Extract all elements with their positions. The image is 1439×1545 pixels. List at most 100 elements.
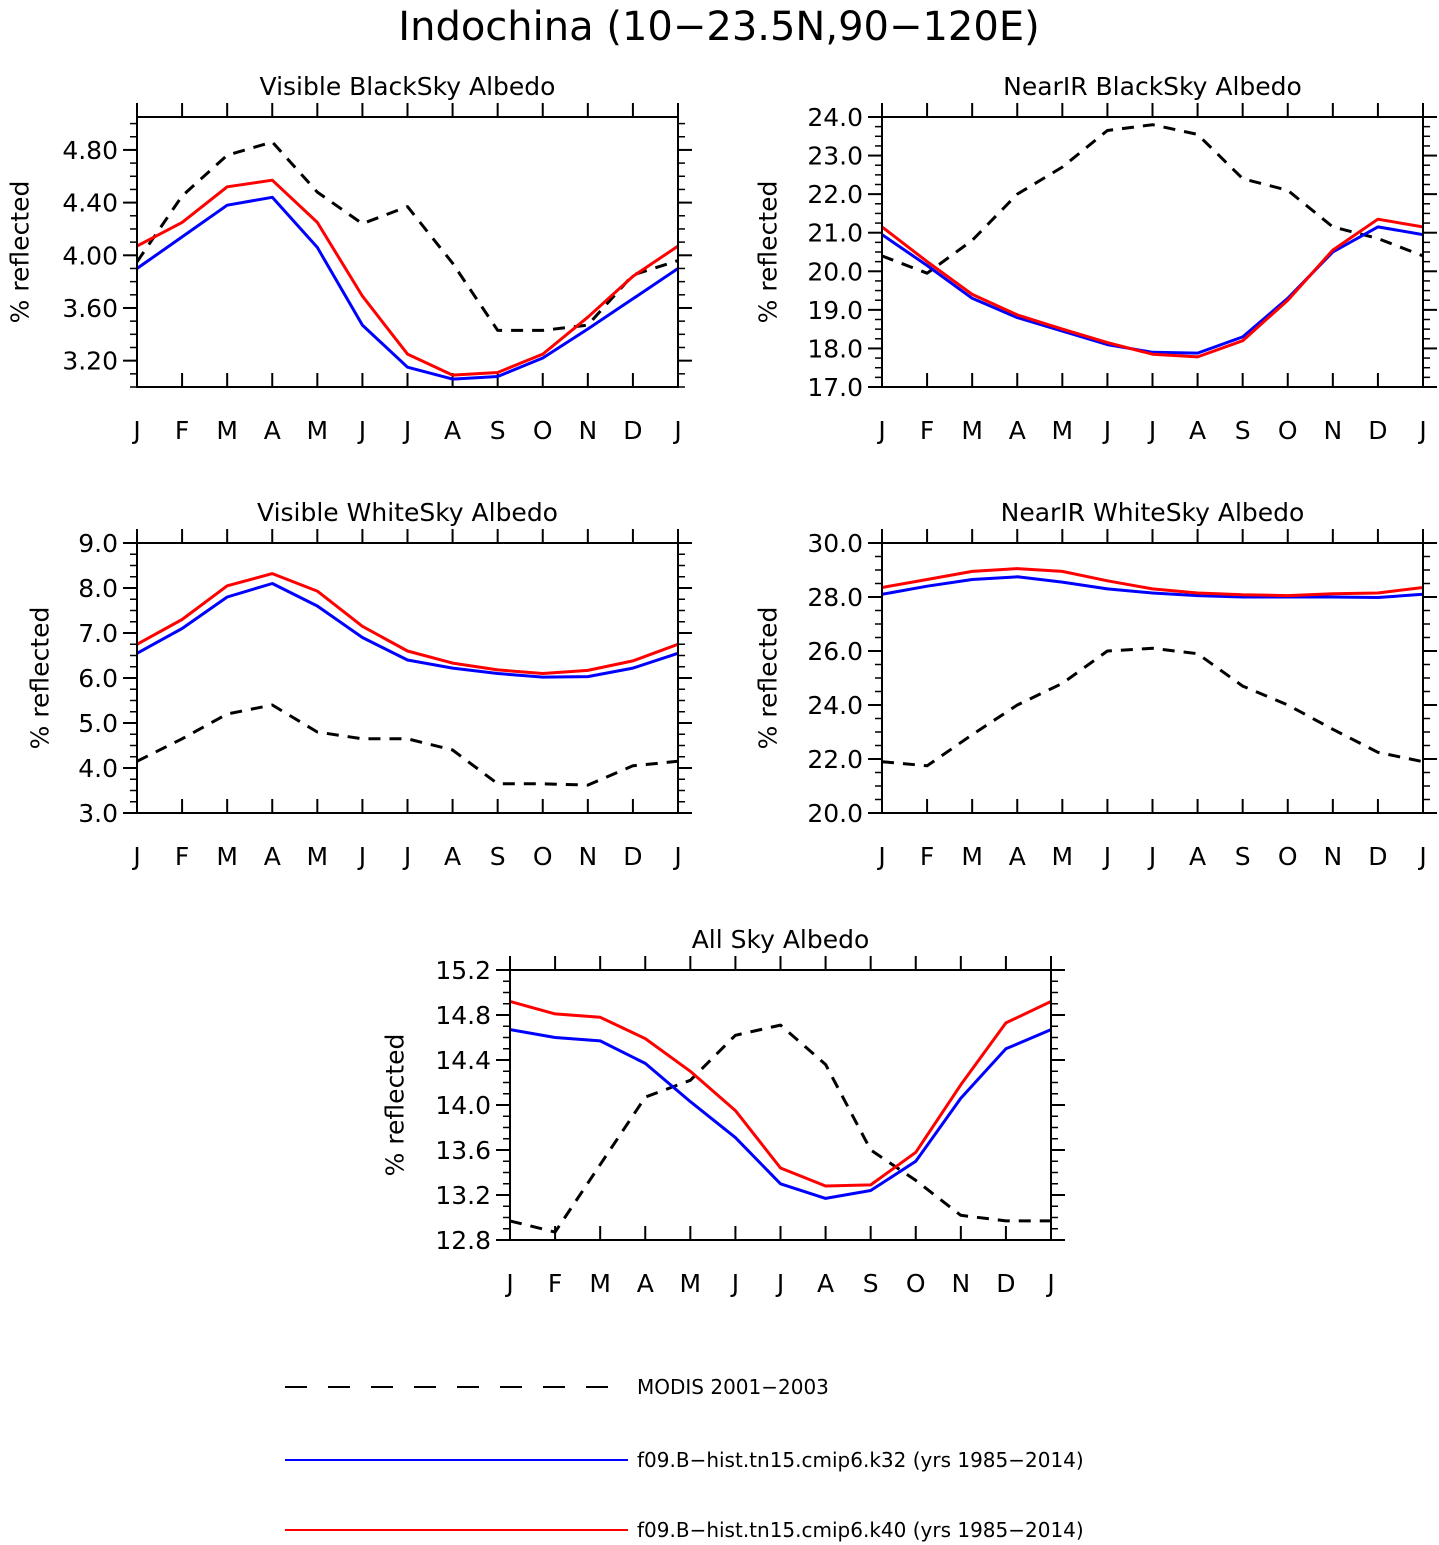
x-tick-label: S [1235, 842, 1251, 871]
x-tick-label: J [1102, 416, 1111, 445]
x-tick-label: D [1368, 842, 1387, 871]
y-tick-label: 13.2 [435, 1181, 491, 1210]
x-tick-label: D [1368, 416, 1387, 445]
y-tick-label: 22.0 [807, 745, 863, 774]
x-tick-label: J [402, 416, 411, 445]
x-tick-label: J [1417, 842, 1426, 871]
y-tick-label: 18.0 [807, 334, 863, 363]
x-tick-label: F [920, 842, 934, 871]
x-tick-label: J [504, 1269, 513, 1298]
x-tick-label: M [1052, 842, 1074, 871]
panel-title: Visible BlackSky Albedo [260, 72, 556, 101]
panel-title: NearIR BlackSky Albedo [1003, 72, 1302, 101]
x-tick-label: N [951, 1269, 970, 1298]
plot-frame [881, 542, 1424, 814]
series-line-k32 [137, 582, 678, 679]
x-tick-label: A [444, 842, 461, 871]
y-tick-label: 13.6 [435, 1136, 491, 1165]
y-tick-label: 5.0 [78, 709, 118, 738]
y-axis-label: % reflected [754, 607, 783, 750]
y-tick-label: 3.20 [62, 347, 118, 376]
x-tick-label: F [175, 416, 189, 445]
legend-label-k40: f09.B−hist.tn15.cmip6.k40 (yrs 1985−2014… [637, 1518, 1084, 1542]
y-tick-label: 17.0 [807, 373, 863, 402]
y-tick-label: 20.0 [807, 257, 863, 286]
x-tick-label: D [623, 416, 642, 445]
x-tick-label: M [961, 842, 983, 871]
x-tick-label: J [1147, 416, 1156, 445]
legend: MODIS 2001−2003 f09.B−hist.tn15.cmip6.k3… [285, 1375, 1084, 1542]
x-tick-label: J [1147, 842, 1156, 871]
series-line-k40 [137, 178, 678, 377]
x-tick-label: J [672, 416, 681, 445]
x-tick-label: S [863, 1269, 879, 1298]
series-line-modis [510, 1023, 1051, 1234]
x-tick-label: M [589, 1269, 611, 1298]
y-tick-label: 14.8 [435, 1001, 491, 1030]
figure-title: Indochina (10−23.5N,90−120E) [398, 4, 1039, 50]
legend-label-k32: f09.B−hist.tn15.cmip6.k32 (yrs 1985−2014… [637, 1448, 1084, 1472]
y-tick-label: 28.0 [807, 583, 863, 612]
x-tick-label: A [1009, 842, 1026, 871]
x-tick-label: A [637, 1269, 654, 1298]
plot-frame [509, 969, 1052, 1241]
x-tick-label: S [490, 416, 506, 445]
series-line-k40 [510, 1000, 1051, 1188]
x-tick-label: D [996, 1269, 1015, 1298]
y-tick-label: 4.80 [62, 136, 118, 165]
y-tick-label: 14.4 [435, 1046, 491, 1075]
x-tick-label: J [876, 842, 885, 871]
y-tick-label: 3.0 [78, 799, 118, 828]
x-tick-label: N [1323, 842, 1342, 871]
y-tick-label: 19.0 [807, 296, 863, 325]
y-tick-label: 3.60 [62, 294, 118, 323]
x-tick-label: A [444, 416, 461, 445]
x-tick-label: O [533, 842, 553, 871]
x-tick-label: A [1009, 416, 1026, 445]
x-tick-label: J [1045, 1269, 1054, 1298]
panel-title: Visible WhiteSky Albedo [257, 498, 558, 527]
x-tick-label: J [672, 842, 681, 871]
y-tick-label: 30.0 [807, 529, 863, 558]
series-line-k32 [882, 575, 1423, 599]
x-tick-label: A [1189, 416, 1206, 445]
x-tick-label: J [1417, 416, 1426, 445]
x-tick-label: N [1323, 416, 1342, 445]
y-tick-label: 15.2 [435, 956, 491, 985]
y-tick-label: 26.0 [807, 637, 863, 666]
series-line-k40 [882, 567, 1423, 598]
y-tick-label: 9.0 [78, 529, 118, 558]
y-tick-label: 14.0 [435, 1091, 491, 1120]
x-tick-label: J [131, 842, 140, 871]
x-tick-label: M [1052, 416, 1074, 445]
x-tick-label: F [548, 1269, 562, 1298]
x-tick-label: M [216, 842, 238, 871]
series-line-modis [882, 123, 1423, 275]
x-tick-label: O [533, 416, 553, 445]
x-tick-label: S [1235, 416, 1251, 445]
series-line-k40 [882, 217, 1423, 359]
series-line-k32 [510, 1028, 1051, 1200]
x-tick-label: J [1102, 842, 1111, 871]
legend-label-modis: MODIS 2001−2003 [637, 1375, 829, 1399]
x-tick-label: N [578, 842, 597, 871]
plot-frame [136, 542, 679, 814]
x-tick-label: J [131, 416, 140, 445]
x-tick-label: J [876, 416, 885, 445]
x-tick-label: J [402, 842, 411, 871]
x-tick-label: F [175, 842, 189, 871]
x-tick-label: J [730, 1269, 739, 1298]
panel-title: NearIR WhiteSky Albedo [1001, 498, 1305, 527]
x-tick-label: J [775, 1269, 784, 1298]
x-tick-label: M [680, 1269, 702, 1298]
x-tick-label: N [578, 416, 597, 445]
plot-frame [136, 116, 679, 388]
y-tick-label: 4.40 [62, 189, 118, 218]
